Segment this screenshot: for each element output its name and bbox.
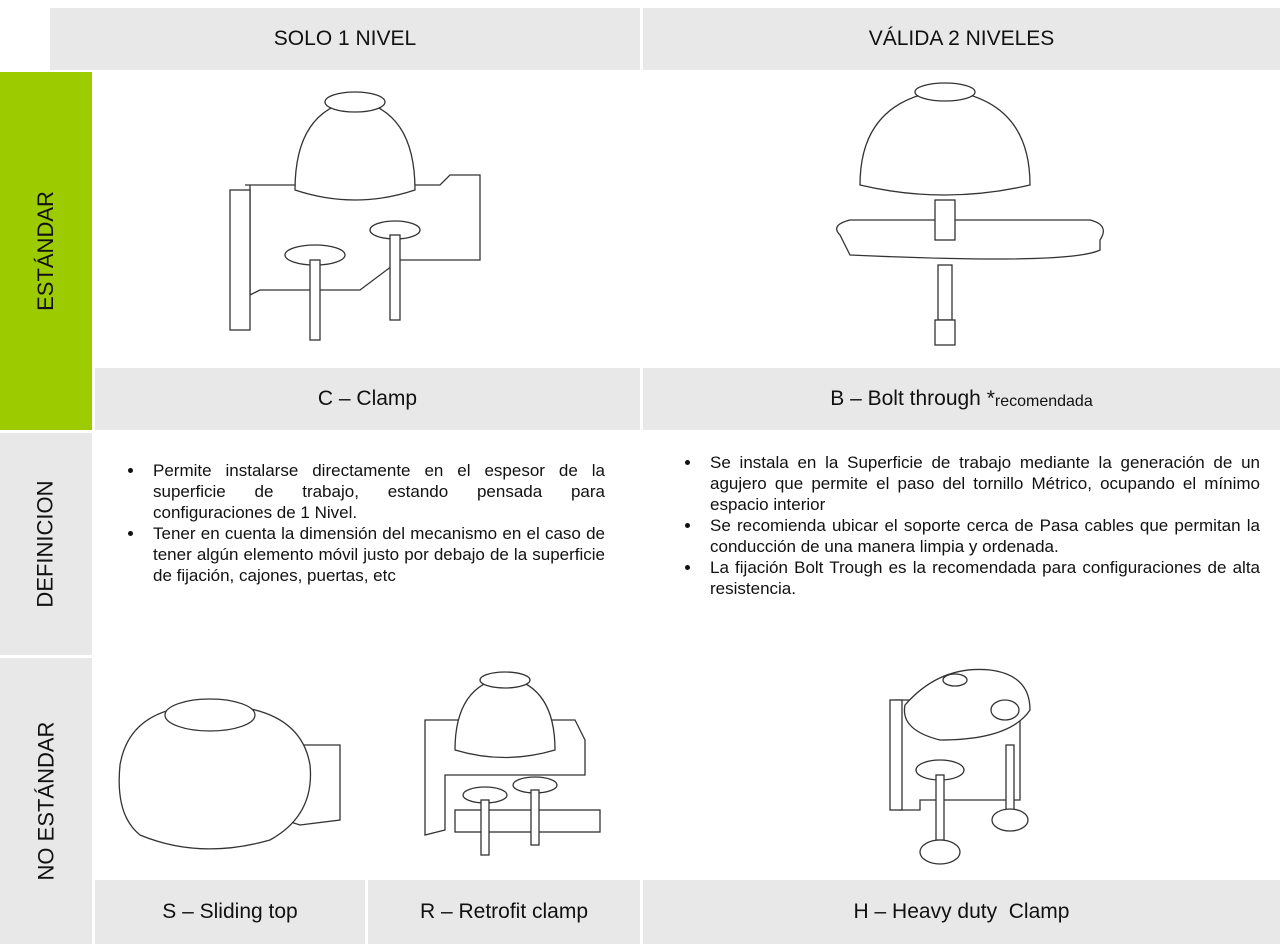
bullet: Se recomienda ubicar el soporte cerca de… (702, 515, 1260, 557)
caption: H – Heavy duty Clamp (853, 900, 1070, 923)
header-text: VÁLIDA 2 NIVELES (868, 27, 1055, 50)
caption-cell: S – Sliding top (95, 880, 365, 944)
header-cell: VÁLIDA 2 NIVELES (643, 8, 1280, 70)
caption: B – Bolt through * (830, 387, 995, 410)
caption-cell: H – Heavy duty Clamp (643, 880, 1280, 944)
bullet: Tener en cuenta la dimensión del mecanis… (145, 523, 605, 586)
row-label-text: DEFINICION (33, 480, 58, 608)
caption: S – Sliding top (162, 900, 298, 923)
caption-cell: C – Clamp (95, 368, 640, 430)
bullet: Se instala en la Superficie de trabajo m… (702, 452, 1260, 515)
heavy-drawing (889, 668, 1031, 865)
row-label-text: NO ESTÁNDAR (33, 721, 59, 881)
header-text: SOLO 1 NIVEL (273, 27, 417, 50)
caption-note: recomendada (994, 393, 1093, 410)
caption: R – Retrofit clamp (419, 900, 589, 923)
sliding-drawing (118, 698, 341, 850)
bullet: La fijación Bolt Trough es la recomendad… (702, 557, 1260, 599)
caption: C – Clamp (317, 387, 418, 410)
definition-cell: Permite instalarse directamente en el es… (115, 460, 605, 586)
row-label: DEFINICION (0, 433, 92, 655)
header-cell: SOLO 1 NIVEL (50, 8, 640, 70)
row-label-text: ESTÁNDAR (33, 191, 59, 311)
caption-cell: R – Retrofit clamp (368, 880, 640, 944)
bullet: Permite instalarse directamente en el es… (145, 460, 605, 523)
clamp-drawing (229, 91, 481, 341)
bullet-list: Se instala en la Superficie de trabajo m… (672, 452, 1260, 599)
row-label: NO ESTÁNDAR (0, 658, 92, 944)
row-label: ESTÁNDAR (0, 72, 92, 430)
caption-cell: B – Bolt through * recomendada (643, 368, 1280, 430)
bullet-list: Permite instalarse directamente en el es… (115, 460, 605, 586)
bolt-drawing (836, 82, 1104, 346)
retrofit-drawing (424, 671, 601, 856)
definition-cell: Se instala en la Superficie de trabajo m… (672, 452, 1260, 599)
